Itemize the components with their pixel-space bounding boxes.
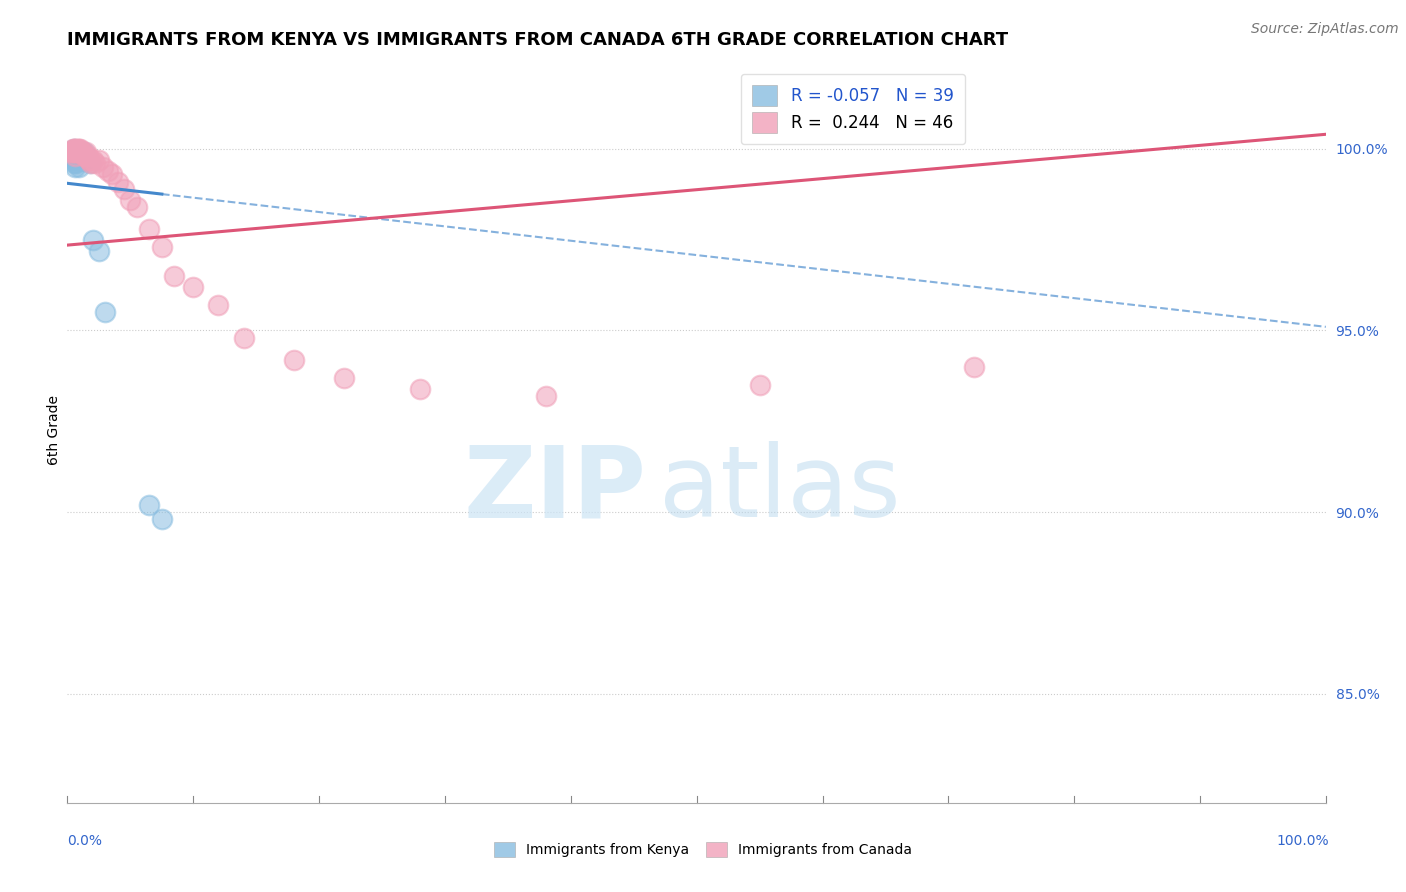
Point [75,153,97,167]
Point [63,142,86,156]
Point [63,149,86,163]
Point [67,142,90,156]
Point [87,244,110,258]
Point [73,149,96,163]
Point [69,149,91,163]
Legend: Immigrants from Kenya, Immigrants from Canada: Immigrants from Kenya, Immigrants from C… [489,837,917,863]
Point [72,153,94,167]
Point [67,160,90,174]
Point [82,153,104,167]
Y-axis label: 6th Grade: 6th Grade [46,395,60,466]
Point [62,153,84,167]
Point [62,149,84,163]
Point [107,174,129,188]
Point [333,370,356,384]
Point [138,498,160,512]
Point [183,280,205,294]
Point [79,153,101,167]
Point [67,149,90,163]
Point [69,145,91,160]
Point [409,382,432,396]
Point [66,145,89,160]
Point [73,145,96,160]
Point [63,160,86,174]
Text: 0.0%: 0.0% [67,834,103,848]
Point [75,149,97,163]
Point [65,145,87,160]
Point [79,156,101,170]
Point [82,233,104,247]
Point [962,359,984,374]
Point [62,145,84,160]
Point [80,156,103,170]
Point [66,153,89,167]
Text: 100.0%: 100.0% [1277,834,1329,848]
Point [70,145,93,160]
Point [65,149,87,163]
Point [65,156,87,170]
Point [232,331,254,345]
Point [534,389,557,403]
Point [70,145,93,160]
Point [87,153,110,167]
Point [69,142,91,156]
Point [84,156,107,170]
Point [63,145,86,160]
Point [283,352,305,367]
Point [63,149,86,163]
Text: ZIP: ZIP [464,442,647,539]
Point [138,221,160,235]
Point [120,193,142,207]
Point [62,156,84,170]
Point [66,145,89,160]
Point [65,145,87,160]
Point [67,145,90,160]
Point [72,145,94,160]
Point [62,149,84,163]
Point [94,305,117,319]
Point [62,142,84,156]
Text: Source: ZipAtlas.com: Source: ZipAtlas.com [1251,22,1399,37]
Point [163,268,186,283]
Point [62,145,84,160]
Point [65,142,87,156]
Text: atlas: atlas [659,442,901,539]
Point [73,153,96,167]
Legend: R = -0.057   N = 39, R =  0.244   N = 46: R = -0.057 N = 39, R = 0.244 N = 46 [741,74,965,145]
Point [66,142,89,156]
Point [112,182,135,196]
Point [97,163,120,178]
Point [748,378,770,392]
Point [150,512,173,526]
Point [77,153,100,167]
Point [75,149,97,163]
Point [63,153,86,167]
Point [62,145,84,160]
Point [100,167,122,181]
Point [70,153,93,167]
Point [207,298,229,312]
Point [67,153,90,167]
Point [72,149,94,163]
Point [125,200,148,214]
Point [75,145,97,160]
Point [62,142,84,156]
Point [91,160,114,174]
Point [62,145,84,160]
Point [76,149,98,163]
Point [76,153,98,167]
Point [69,153,91,167]
Point [66,149,89,163]
Text: IMMIGRANTS FROM KENYA VS IMMIGRANTS FROM CANADA 6TH GRADE CORRELATION CHART: IMMIGRANTS FROM KENYA VS IMMIGRANTS FROM… [67,31,1008,49]
Point [69,145,91,160]
Point [60,145,83,160]
Point [67,145,90,160]
Point [62,142,84,156]
Point [150,240,173,254]
